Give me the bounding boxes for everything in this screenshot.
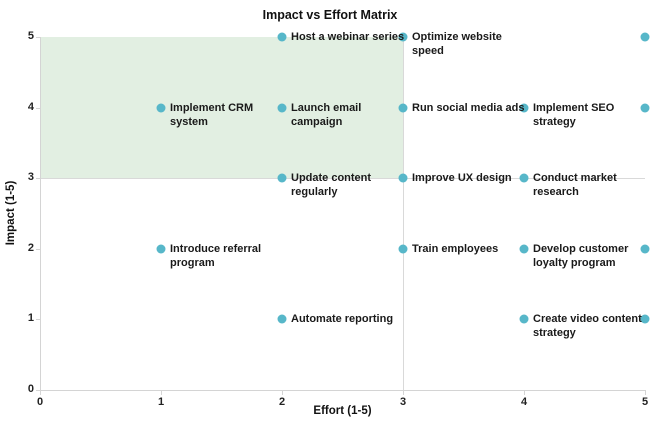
data-point-label: Run social media ads [412, 101, 525, 114]
x-tick-label: 2 [278, 396, 286, 408]
x-tick-mark [40, 391, 41, 395]
data-point-label: Update content regularly [291, 172, 372, 199]
data-point [519, 103, 529, 113]
y-tick-mark [36, 319, 40, 321]
data-point [640, 103, 650, 113]
x-tick-mark [161, 391, 162, 395]
x-tick-label: 0 [36, 396, 44, 408]
data-point [277, 314, 287, 324]
x-tick-label: 3 [399, 396, 407, 408]
x-axis-line [40, 390, 646, 391]
y-tick-label: 4 [27, 100, 34, 113]
y-tick-label: 5 [27, 30, 34, 42]
quadrant-highlight [40, 37, 403, 179]
data-point [519, 173, 529, 183]
data-point-label: Optimize website speed [412, 31, 502, 57]
data-point [398, 173, 408, 183]
data-point [398, 103, 408, 113]
y-axis-label: Impact (1-5) [5, 180, 17, 246]
y-tick-label: 1 [27, 312, 34, 325]
data-point-label: Conduct market research [533, 172, 617, 199]
y-axis-line [40, 37, 41, 391]
data-point [398, 244, 408, 254]
data-point [519, 314, 529, 324]
y-tick-mark [36, 248, 40, 250]
x-tick-label: 4 [520, 396, 528, 408]
data-point-label: Automate reporting [291, 313, 394, 326]
data-point-label: Train employees [412, 242, 499, 255]
quadrant-divider-vertical [403, 37, 404, 390]
y-tick-mark [36, 178, 40, 180]
data-point [156, 244, 166, 254]
x-tick-mark [403, 391, 404, 395]
y-tick-mark [36, 390, 40, 391]
data-point-label: Host a webinar series [291, 31, 405, 43]
data-point-label: Improve UX design [412, 172, 512, 185]
x-tick-mark [282, 391, 283, 395]
data-point [640, 314, 650, 324]
data-point-label: Develop customer loyalty program [533, 242, 629, 269]
data-point-label: Implement CRM system [170, 101, 254, 128]
y-tick-mark [36, 107, 40, 109]
data-point-label: Introduce referral program [170, 242, 262, 269]
y-tick-mark [36, 37, 40, 38]
data-point [519, 244, 529, 254]
y-tick-label: 3 [27, 171, 34, 184]
x-axis-label: Effort (1-5) [313, 405, 372, 417]
x-tick-mark [645, 391, 646, 395]
data-point-label: Create video content strategy [533, 313, 642, 340]
data-point [640, 244, 650, 254]
data-point-label: Launch email campaign [291, 101, 362, 128]
quadrant-divider-horizontal [40, 178, 645, 180]
data-point [277, 173, 287, 183]
chart-title: Impact vs Effort Matrix [262, 8, 398, 22]
y-tick-label: 2 [27, 241, 34, 254]
data-point [640, 32, 650, 42]
data-point [277, 32, 287, 42]
data-point [156, 103, 166, 113]
data-point-label: Implement SEO strategy [533, 101, 615, 128]
y-tick-label: 0 [27, 383, 34, 395]
x-tick-label: 5 [641, 396, 649, 408]
x-tick-label: 1 [157, 396, 165, 408]
data-point [398, 32, 408, 42]
x-tick-mark [524, 391, 525, 395]
data-point [277, 103, 287, 113]
